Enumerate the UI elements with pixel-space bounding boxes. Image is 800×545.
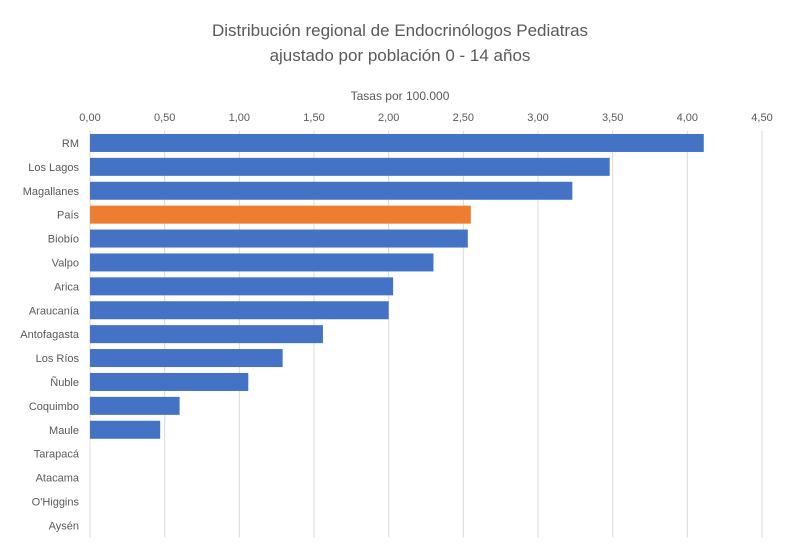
x-tick-label: 4,50 — [751, 112, 772, 124]
bar-7 — [90, 301, 389, 320]
category-label: Araucanía — [29, 305, 80, 317]
category-label: Los Ríos — [36, 353, 80, 365]
bar-12 — [90, 420, 161, 439]
category-label: Ñuble — [50, 376, 79, 389]
bars — [90, 133, 704, 439]
chart-title-line-2: ajustado por población 0 - 14 años — [269, 46, 531, 65]
category-label: Maule — [49, 425, 79, 437]
x-axis-label: Tasas por 100.000 — [350, 89, 450, 103]
bar-8 — [90, 325, 323, 344]
bar-4 — [90, 229, 468, 248]
bar-11 — [90, 396, 180, 415]
bar-3 — [90, 205, 471, 224]
category-label: Tarapacá — [34, 449, 80, 461]
bar-6 — [90, 277, 394, 296]
bar-2 — [90, 181, 573, 200]
x-tick-label: 4,00 — [677, 112, 698, 124]
category-label: RM — [62, 138, 79, 150]
category-label: País — [57, 210, 80, 222]
bar-5 — [90, 253, 434, 272]
x-axis-ticks: 0,00 0,50 1,00 1,50 2,00 2,50 3,00 3,50 4,00 4,50 — [79, 112, 772, 124]
category-label: Antofagasta — [20, 329, 80, 341]
category-label: Arica — [54, 281, 80, 293]
x-tick-label: 1,50 — [303, 112, 324, 124]
x-tick-label: 0,50 — [154, 112, 175, 124]
x-tick-label: 2,50 — [453, 112, 474, 124]
bar-0 — [90, 133, 704, 152]
chart-title-line-1: Distribución regional de Endocrinólogos … — [211, 21, 589, 40]
bar-9 — [90, 349, 283, 368]
bar-10 — [90, 372, 249, 391]
x-tick-label: 3,00 — [527, 112, 548, 124]
category-label: Coquimbo — [29, 401, 79, 413]
category-label: Los Lagos — [28, 162, 79, 174]
x-tick-label: 3,50 — [602, 112, 623, 124]
category-label: Biobío — [48, 234, 79, 246]
chart-title: Distribución regional de Endocrinólogos … — [0, 18, 800, 68]
x-tick-label: 1,00 — [229, 112, 250, 124]
category-label: Magallanes — [23, 186, 80, 198]
category-label: Atacama — [36, 473, 80, 485]
x-tick-label: 0,00 — [79, 112, 100, 124]
x-tick-label: 2,00 — [378, 112, 399, 124]
category-label: Valpo — [52, 257, 79, 269]
category-label: Aysén — [49, 520, 79, 532]
bar-1 — [90, 157, 610, 176]
category-label: O'Higgins — [32, 496, 80, 508]
category-labels: RM Los Lagos Magallanes País Biobío Valpo Aric… — [20, 138, 80, 532]
